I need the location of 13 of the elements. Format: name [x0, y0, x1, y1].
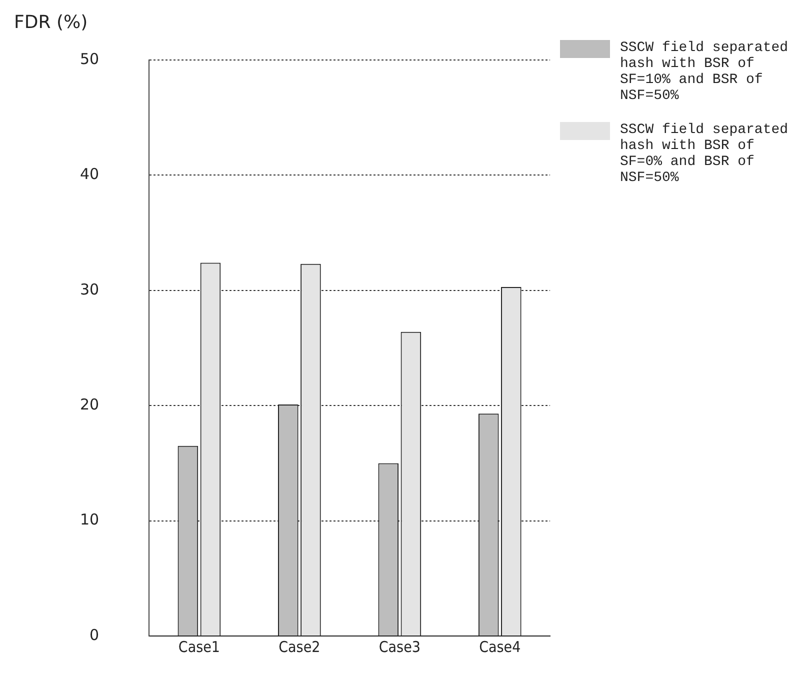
x-tick-label: Case4	[479, 638, 521, 656]
y-tick-label: 20	[80, 395, 100, 414]
y-tick-label: 40	[80, 165, 100, 184]
x-tick-label: Case2	[278, 638, 320, 656]
legend-label: SSCW field separated hash with BSR of SF=10% and BSR of NSF=50%	[620, 40, 790, 104]
y-tick-label: 0	[90, 626, 100, 644]
y-tick-label: 50	[80, 50, 100, 68]
legend-label: SSCW field separated hash with BSR of SF=0% and BSR of NSF=50%	[620, 122, 790, 186]
y-tick-label: 10	[80, 510, 100, 529]
y-axis-title: FDR (%)	[14, 12, 88, 33]
x-tick-label: Case3	[378, 638, 420, 656]
y-tick-label: 30	[80, 280, 100, 298]
x-tick-label: Case1	[178, 638, 220, 656]
